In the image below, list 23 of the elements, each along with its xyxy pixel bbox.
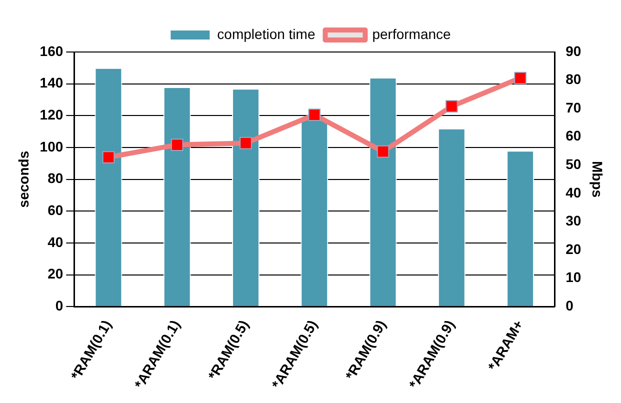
y-tick-label: 60 <box>48 202 64 218</box>
y-tick-label: 100 <box>40 138 64 154</box>
y-tick-label: 20 <box>48 266 64 282</box>
y-tick-label: 140 <box>40 74 64 91</box>
y-tick-label: 120 <box>40 106 64 123</box>
y2-axis-title: Mbps <box>590 161 606 198</box>
y2-tick-label: 30 <box>566 212 582 229</box>
y-axis-title: seconds <box>15 150 32 208</box>
y2-tick-label: 80 <box>566 71 582 88</box>
y2-tick-label: 10 <box>566 269 582 286</box>
y2-tick-label: 70 <box>566 99 582 116</box>
y2-tick-label: 60 <box>566 128 582 144</box>
y2-tick-label: 20 <box>566 240 582 257</box>
y-tick-label: 40 <box>48 234 64 250</box>
y2-tick-label: 0 <box>566 297 574 314</box>
y-tick-label: 80 <box>48 170 64 186</box>
y-tick-label: 160 <box>40 42 64 59</box>
y2-tick-label: 40 <box>566 184 582 200</box>
y2-tick-label: 90 <box>566 42 582 59</box>
y2-tick-label: 50 <box>566 156 582 172</box>
legend-label: completion time <box>217 26 316 42</box>
legend-label: performance <box>372 26 452 42</box>
y-tick-label: 0 <box>55 297 64 314</box>
